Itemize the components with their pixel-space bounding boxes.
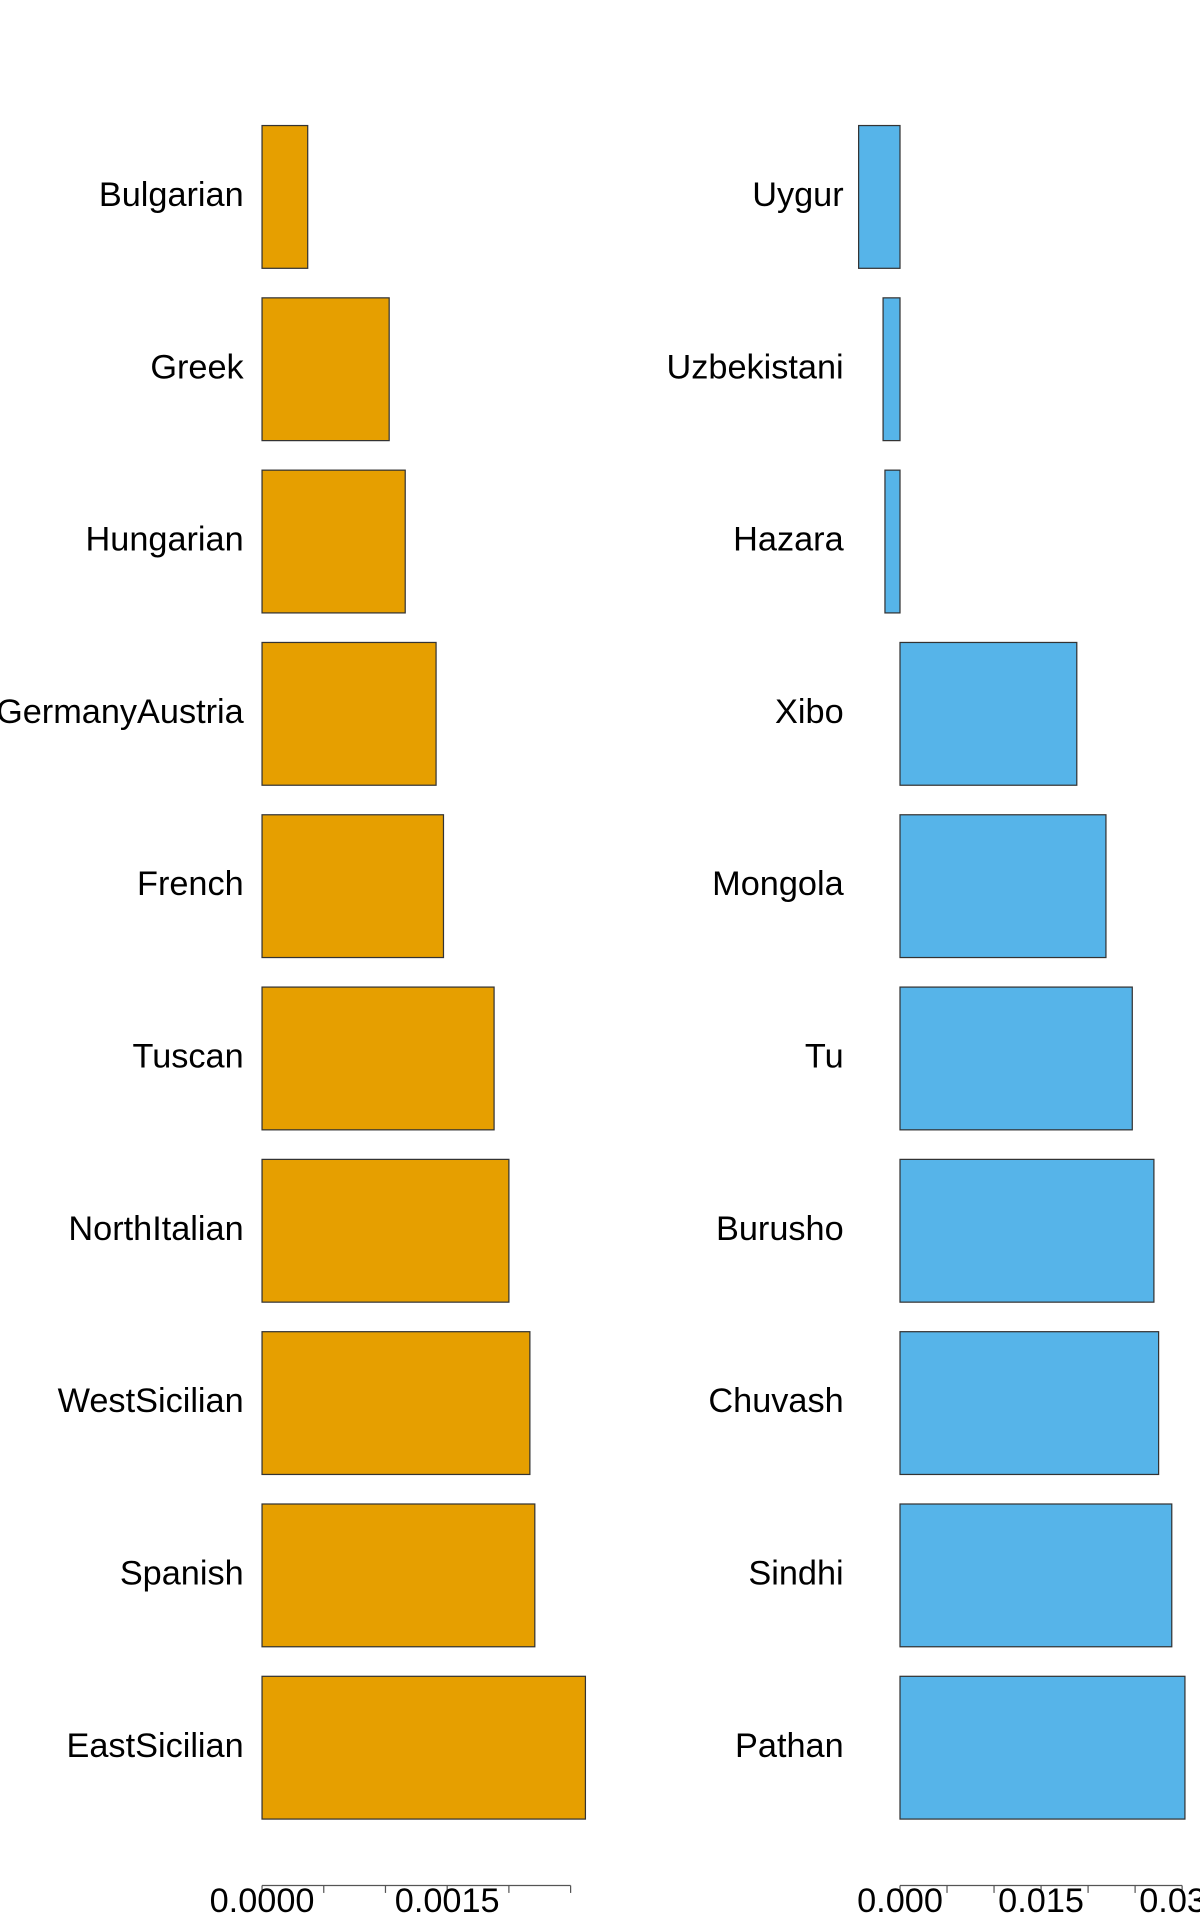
category-label: Bulgarian — [99, 176, 244, 214]
category-label: Pathan — [735, 1727, 844, 1765]
x-tick-label: 0.0015 — [395, 1882, 500, 1920]
bar — [899, 1331, 1160, 1476]
category-label: EastSicilian — [67, 1727, 244, 1765]
bar — [261, 986, 495, 1131]
category-label: French — [137, 865, 244, 903]
bar — [858, 124, 901, 269]
bar — [261, 124, 309, 269]
category-label: Hungarian — [86, 521, 244, 559]
bar — [261, 469, 406, 614]
bar — [261, 814, 445, 959]
category-label: Tu — [805, 1037, 844, 1075]
category-label: GermanyAustria — [0, 693, 245, 731]
category-label: Uygur — [752, 176, 843, 214]
bar — [261, 641, 437, 786]
bar — [261, 1675, 587, 1820]
x-tick-label: 0.015 — [998, 1882, 1084, 1920]
x-tick-label: 0.0000 — [210, 1882, 315, 1920]
bar — [899, 1158, 1155, 1303]
category-label: Uzbekistani — [667, 348, 844, 386]
bar — [899, 641, 1078, 786]
category-label: Mongola — [712, 865, 844, 903]
category-label: Sindhi — [748, 1554, 843, 1592]
bar — [899, 1503, 1173, 1648]
category-label: Xibo — [775, 693, 844, 731]
x-tick-label: 0.030 — [1139, 1882, 1200, 1920]
category-label: Chuvash — [708, 1382, 843, 1420]
bar — [261, 1158, 510, 1303]
category-label: Tuscan — [133, 1037, 244, 1075]
category-label: Spanish — [120, 1554, 244, 1592]
bar — [261, 1331, 531, 1476]
bar — [884, 469, 901, 614]
bar — [882, 297, 901, 442]
category-label: Burusho — [716, 1210, 844, 1248]
category-label: Greek — [150, 348, 244, 386]
category-label: WestSicilian — [58, 1382, 244, 1420]
bar — [899, 814, 1107, 959]
bar — [261, 297, 390, 442]
category-label: Hazara — [733, 521, 844, 559]
x-tick-label: 0.000 — [857, 1882, 943, 1920]
bar — [261, 1503, 536, 1648]
bar — [899, 986, 1133, 1131]
category-label: NorthItalian — [68, 1210, 243, 1248]
bar — [899, 1675, 1186, 1820]
